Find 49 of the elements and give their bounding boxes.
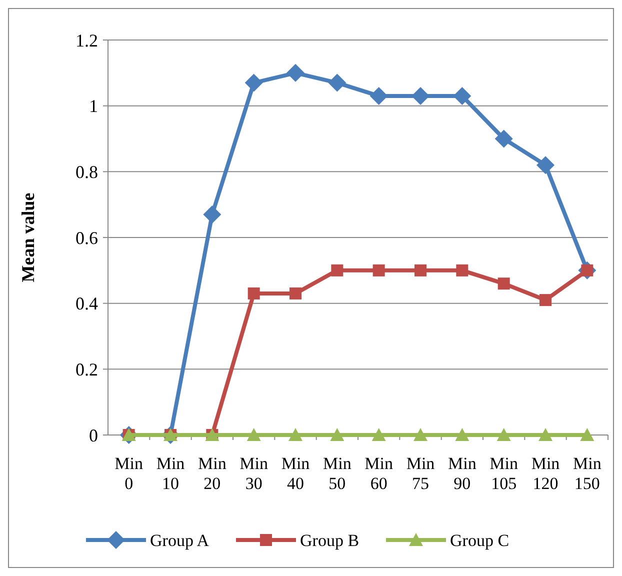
x-tick-label: Min 50: [322, 454, 352, 493]
y-axis-title: Mean value: [18, 192, 38, 282]
point: [331, 264, 344, 276]
point: [540, 294, 552, 306]
point: [498, 278, 510, 290]
point: [496, 428, 511, 441]
point: [244, 74, 263, 92]
point: [455, 428, 470, 441]
point: [330, 428, 344, 441]
x-tick-label: Min 10: [156, 454, 186, 493]
point: [414, 428, 428, 441]
y-tick-label: 1: [89, 96, 98, 116]
point: [370, 86, 388, 105]
x-tick-label: Min 150: [572, 454, 602, 493]
y-tick-label: 0.2: [76, 359, 98, 380]
legend-label: Group A: [150, 530, 210, 550]
point: [328, 74, 346, 92]
x-tick-label: Min 40: [281, 454, 310, 493]
x-tick-label: Min 0: [114, 454, 144, 493]
x-tick-label: Min 75: [406, 454, 436, 493]
point: [536, 156, 554, 174]
y-tick-label: 0.6: [76, 228, 98, 248]
point: [453, 86, 472, 105]
x-tick-label: Min 120: [531, 454, 560, 493]
point: [456, 264, 468, 276]
x-tick-label: Min 105: [490, 454, 518, 493]
y-tick-label: 0.8: [76, 162, 98, 182]
point: [288, 428, 302, 441]
point: [538, 428, 552, 441]
point: [412, 86, 430, 105]
y-tick-label: 1.2: [76, 30, 98, 50]
y-tick-label: 0.4: [76, 294, 98, 314]
y-tick-label: 0: [89, 425, 98, 446]
point: [494, 130, 513, 148]
point: [203, 205, 222, 224]
legend-label: Group C: [450, 530, 510, 550]
point: [372, 428, 386, 441]
point: [372, 264, 385, 276]
point: [246, 428, 261, 441]
point: [286, 64, 304, 82]
point: [290, 287, 302, 300]
x-tick-label: Min 90: [448, 454, 477, 493]
point: [248, 287, 260, 300]
x-tick-label: Min 20: [198, 454, 227, 493]
x-tick-label: Min 60: [364, 454, 394, 493]
point: [580, 428, 594, 441]
point: [414, 264, 426, 276]
x-tick-label: Min 30: [240, 454, 268, 493]
legend-label: Group B: [300, 530, 360, 550]
